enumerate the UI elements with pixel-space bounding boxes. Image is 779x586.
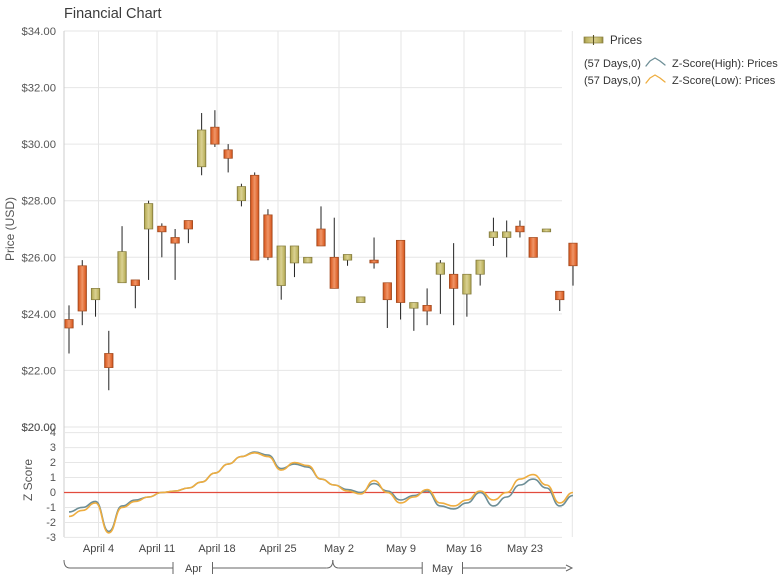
svg-text:$22.00: $22.00	[21, 365, 56, 377]
svg-text:4: 4	[50, 427, 56, 439]
svg-text:April 18: April 18	[198, 543, 235, 555]
svg-text:Z Score: Z Score	[21, 459, 35, 501]
svg-text:$34.00: $34.00	[21, 26, 56, 38]
svg-text:Z-Score(High): Prices: Z-Score(High): Prices	[672, 58, 778, 70]
svg-text:Price (USD): Price (USD)	[3, 197, 17, 261]
svg-text:0: 0	[50, 487, 56, 499]
svg-text:May 2: May 2	[324, 543, 354, 555]
svg-text:April 4: April 4	[83, 543, 114, 555]
svg-text:April 11: April 11	[139, 543, 175, 555]
svg-text:-3: -3	[46, 532, 56, 544]
svg-text:3: 3	[50, 442, 56, 454]
svg-text:$30.00: $30.00	[21, 139, 56, 151]
svg-text:$32.00: $32.00	[21, 83, 56, 95]
svg-text:$26.00: $26.00	[21, 252, 56, 264]
svg-text:2: 2	[50, 457, 56, 469]
svg-text:$28.00: $28.00	[21, 196, 56, 208]
svg-text:(57 Days,0): (57 Days,0)	[584, 58, 641, 70]
svg-text:-1: -1	[46, 502, 56, 514]
svg-text:May 23: May 23	[507, 543, 543, 555]
svg-text:$24.00: $24.00	[21, 309, 56, 321]
svg-text:May 16: May 16	[446, 543, 482, 555]
svg-text:Z-Score(Low): Prices: Z-Score(Low): Prices	[672, 75, 776, 87]
svg-text:Prices: Prices	[610, 35, 642, 47]
svg-text:April 25: April 25	[259, 543, 296, 555]
svg-text:(57 Days,0): (57 Days,0)	[584, 75, 641, 87]
svg-text:May: May	[432, 563, 453, 575]
svg-text:-2: -2	[46, 517, 56, 529]
svg-text:1: 1	[50, 472, 56, 484]
svg-text:May 9: May 9	[386, 543, 416, 555]
svg-text:Apr: Apr	[185, 563, 202, 575]
